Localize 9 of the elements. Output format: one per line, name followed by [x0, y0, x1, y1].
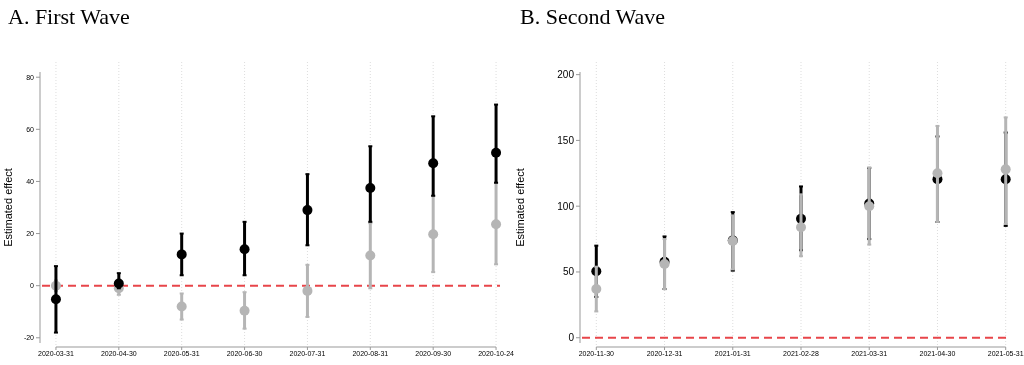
chart-title: A. First Wave — [8, 4, 130, 29]
chart-title: B. Second Wave — [520, 4, 666, 29]
y-tick-label: 200 — [557, 69, 575, 81]
y-tick-label: 50 — [562, 266, 575, 278]
y-tick-label: 150 — [557, 134, 575, 146]
y-axis-title: Estimated effect — [514, 168, 526, 247]
y-axis-title: Estimated effect — [2, 168, 14, 247]
y-tick-label: 100 — [557, 200, 575, 212]
y-tick-label: 0 — [568, 332, 575, 344]
